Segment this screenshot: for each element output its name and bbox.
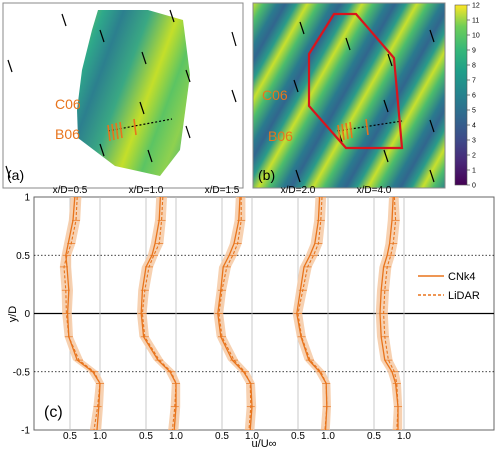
y-tick-label: 1 — [24, 193, 30, 204]
panel-b-flow-field — [252, 2, 446, 189]
panel-b-sampling-lines — [337, 118, 369, 142]
x-tick-label: 1.0 — [397, 431, 411, 442]
panel-b-turbine-label-b06: B06 — [268, 128, 293, 144]
x-tick-label: 1.0 — [93, 431, 107, 442]
x-tick-label: 0.5 — [139, 431, 153, 442]
panel-a-turbine-label-c06: C06 — [55, 96, 81, 112]
panel-b-domain-outline — [307, 12, 404, 150]
panel-c-y-ticks: 1 0.5 0 -0.5 -1 — [13, 193, 31, 437]
colorbar-tick-label: 7 — [472, 78, 476, 85]
panel-a-sampling-lines — [107, 118, 137, 142]
panel-b-turbine-label-c06: C06 — [262, 87, 288, 103]
y-tick-label: -0.5 — [13, 367, 31, 378]
panel-b-colorbar — [454, 4, 468, 186]
panel-b-turbine-marks — [293, 21, 435, 183]
subplot-title: x/D=0.5 — [53, 185, 88, 196]
colorbar-tick-label: 9 — [472, 48, 476, 55]
x-axis-label: u/U∞ — [252, 438, 277, 450]
y-axis-label: y/D — [7, 306, 19, 323]
colorbar-tick-label: 8 — [472, 63, 476, 70]
legend: CNk4 LiDAR — [418, 271, 480, 302]
y-tick-label: -1 — [21, 426, 30, 437]
colorbar-tick-label: 1 — [472, 168, 476, 175]
colorbar-tick-label: 2 — [472, 153, 476, 160]
panel-c: x/D=0.5 x/D=1.0 x/D=1.5 x/D=2.0 x/D=4.0 0.5 1… — [7, 185, 495, 450]
y-tick-label: 0.5 — [16, 251, 30, 262]
colorbar-tick-label: 4 — [472, 123, 476, 130]
panel-a-turbine-marks — [5, 9, 237, 179]
colorbar-tick-label: 6 — [472, 93, 476, 100]
colorbar-tick-label: 0 — [472, 183, 476, 190]
panel-a-turbine-label-b06: B06 — [55, 126, 80, 142]
panel-a: C06 B06 (a) — [2, 2, 244, 189]
subplot-title: x/D=2.0 — [281, 185, 316, 196]
x-tick-label: 1.0 — [321, 431, 335, 442]
panel-b-wake-centerline — [337, 120, 403, 132]
x-tick-label: 1.0 — [245, 431, 259, 442]
x-tick-label: 0.5 — [367, 431, 381, 442]
panel-c-subplot-titles: x/D=0.5 x/D=1.0 x/D=1.5 x/D=2.0 x/D=4.0 — [53, 185, 392, 196]
colorbar-tick-label: 12 — [472, 3, 480, 10]
panel-a-wake-centerline — [107, 118, 173, 132]
panel-c-x-ticks: 0.5 1.0 0.5 1.0 0.5 1.0 0.5 1.0 0.5 1.0 — [63, 431, 411, 442]
panel-b-label: (b) — [258, 167, 275, 183]
colorbar-tick-label: 5 — [472, 108, 476, 115]
panel-c-profiles — [60, 197, 402, 430]
x-tick-label: 1.0 — [169, 431, 183, 442]
colorbar-tick-label: 10 — [472, 33, 480, 40]
colorbar-tick-label: 11 — [472, 18, 479, 25]
panel-a-label: (a) — [7, 167, 24, 183]
subplot-title: x/D=1.5 — [205, 185, 240, 196]
panel-a-domain-map — [77, 10, 190, 176]
subplot-title: x/D=4.0 — [357, 185, 392, 196]
colorbar-tick-label: 3 — [472, 138, 476, 145]
legend-label-cnk4: CNk4 — [448, 271, 476, 283]
y-tick-label: 0 — [24, 309, 30, 320]
legend-label-lidar: LiDAR — [448, 290, 480, 302]
x-tick-label: 0.5 — [63, 431, 77, 442]
panel-c-label: (c) — [44, 404, 63, 421]
x-tick-label: 0.5 — [291, 431, 305, 442]
x-tick-label: 0.5 — [215, 431, 229, 442]
subplot-title: x/D=1.0 — [129, 185, 164, 196]
